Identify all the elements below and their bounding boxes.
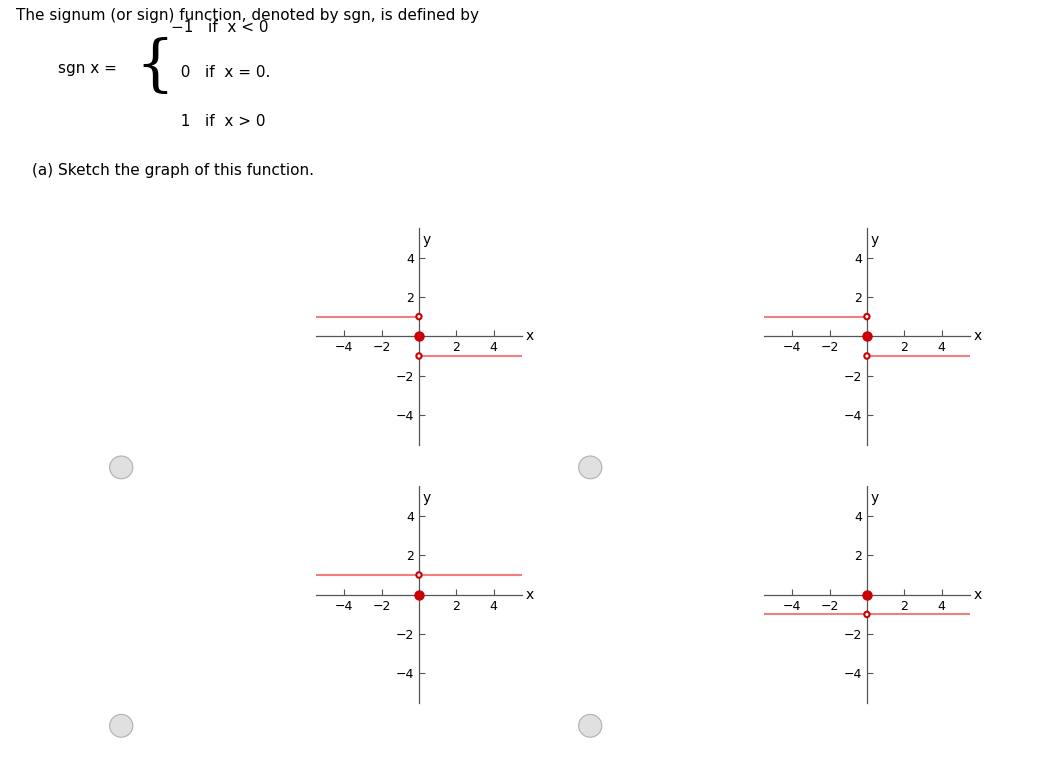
Text: The signum (or sign) function, denoted by sgn, is defined by: The signum (or sign) function, denoted b… <box>16 8 479 23</box>
Text: y: y <box>871 491 879 505</box>
Text: 1   if  x > 0: 1 if x > 0 <box>171 114 266 129</box>
Text: 0   if  x = 0.: 0 if x = 0. <box>171 65 270 81</box>
Text: y: y <box>423 233 431 247</box>
Circle shape <box>416 314 422 319</box>
Text: {: { <box>135 37 174 97</box>
Circle shape <box>864 353 870 359</box>
Text: x: x <box>526 329 534 344</box>
Text: y: y <box>871 233 879 247</box>
Text: y: y <box>423 491 431 505</box>
Text: x: x <box>526 587 534 602</box>
Text: (a) Sketch the graph of this function.: (a) Sketch the graph of this function. <box>32 163 314 178</box>
Circle shape <box>864 314 870 319</box>
Text: −1   if  x < 0: −1 if x < 0 <box>171 20 269 35</box>
Circle shape <box>416 353 422 359</box>
Text: x: x <box>974 587 982 602</box>
Text: x: x <box>974 329 982 344</box>
Circle shape <box>864 612 870 617</box>
Text: sgn x =: sgn x = <box>58 61 117 76</box>
Circle shape <box>416 572 422 578</box>
